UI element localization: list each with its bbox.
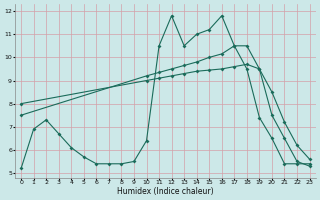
X-axis label: Humidex (Indice chaleur): Humidex (Indice chaleur) — [117, 187, 214, 196]
